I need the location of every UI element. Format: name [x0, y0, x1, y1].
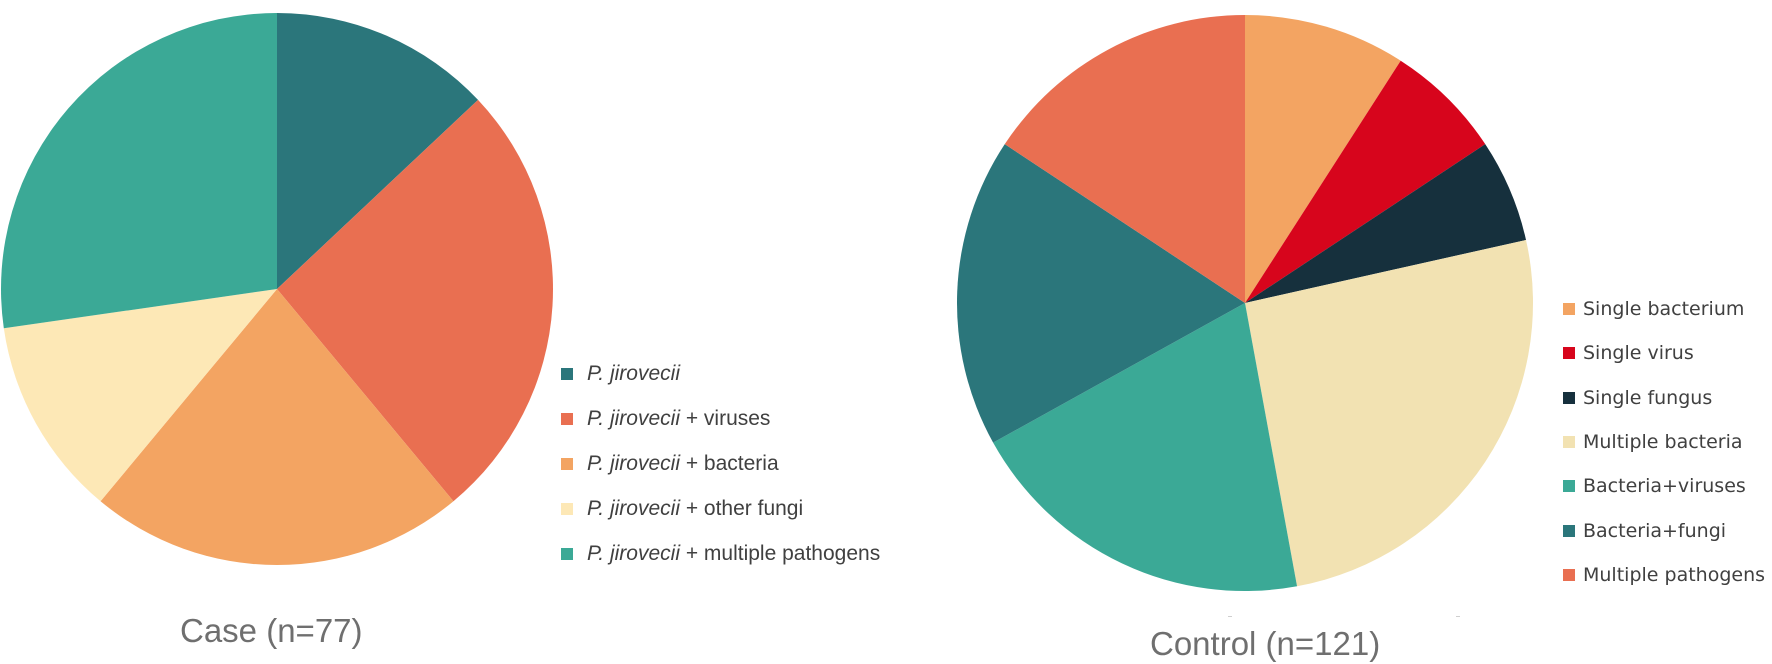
legend-label: Multiple bacteria — [1583, 431, 1743, 454]
legend-label-suffix: + viruses — [679, 406, 771, 430]
control-legend-item: Single fungus — [1563, 376, 1765, 420]
case-legend-item: P. jirovecii + other fungi — [561, 486, 880, 531]
divider-tick — [1456, 616, 1460, 617]
control-legend-item: Bacteria+fungi — [1563, 508, 1765, 552]
case-legend-item: P. jirovecii + bacteria — [561, 441, 880, 486]
legend-swatch — [1563, 524, 1575, 537]
control-legend-item: Multiple pathogens — [1563, 553, 1765, 597]
case-slice-1 — [277, 13, 479, 289]
control-legend-item: Single virus — [1563, 331, 1765, 375]
legend-swatch — [1563, 347, 1575, 360]
legend-swatch — [1563, 303, 1575, 316]
legend-label-species: P. jirovecii — [587, 451, 680, 475]
case-legend-item: P. jirovecii + viruses — [561, 396, 880, 441]
control-slice-3 — [1245, 144, 1527, 303]
legend-label: Single virus — [1583, 342, 1694, 365]
case-pie-chart — [1, 13, 554, 566]
legend-label-species: P. jirovecii — [587, 496, 680, 520]
legend-label-suffix: + bacteria — [679, 451, 779, 475]
legend-swatch — [1563, 480, 1575, 493]
legend-swatch — [561, 367, 573, 380]
case-chart-title: Case (n=77) — [180, 612, 363, 649]
legend-swatch — [561, 412, 573, 425]
control-chart-title: Control (n=121) — [1150, 625, 1381, 662]
control-legend-item: Bacteria+viruses — [1563, 464, 1765, 508]
divider-tick — [1228, 616, 1232, 617]
control-slice-6 — [956, 144, 1245, 443]
control-slice-7 — [1004, 15, 1245, 303]
case-legend-item: P. jirovecii — [561, 351, 880, 396]
legend-swatch — [1563, 568, 1575, 581]
legend-label-suffix: + multiple pathogens — [679, 541, 881, 565]
control-slice-5 — [993, 303, 1298, 592]
legend-swatch — [561, 502, 573, 515]
legend-swatch — [1563, 391, 1575, 404]
legend-label: Multiple pathogens — [1583, 563, 1766, 586]
case-legend: P. jirovecii P. jirovecii + viruses P. jir… — [561, 351, 880, 576]
legend-label-species: P. jirovecii — [587, 541, 680, 565]
legend-label: Bacteria+fungi — [1583, 519, 1727, 542]
control-legend: Single bacterium Single virus Single fungu… — [1563, 287, 1765, 597]
case-slice-2 — [277, 99, 554, 502]
case-slice-5 — [1, 13, 278, 329]
legend-label-species: P. jirovecii — [587, 406, 680, 430]
case-slice-3 — [100, 289, 454, 566]
legend-swatch — [561, 547, 573, 560]
legend-label-species: P. jirovecii — [587, 361, 680, 385]
control-slice-1 — [1245, 15, 1401, 303]
control-slice-2 — [1245, 60, 1486, 303]
control-pie-chart — [956, 15, 1534, 592]
control-legend-item: Single bacterium — [1563, 287, 1765, 331]
legend-label: Bacteria+viruses — [1583, 475, 1746, 498]
legend-label: Single fungus — [1583, 386, 1713, 409]
control-slice-4 — [1245, 239, 1534, 587]
case-legend-item: P. jirovecii + multiple pathogens — [561, 531, 880, 576]
legend-swatch — [1563, 436, 1575, 449]
control-legend-item: Multiple bacteria — [1563, 420, 1765, 464]
legend-label-suffix: + other fungi — [679, 496, 804, 520]
legend-label: Single bacterium — [1583, 298, 1745, 321]
case-slice-4 — [3, 289, 278, 502]
legend-swatch — [561, 457, 573, 470]
